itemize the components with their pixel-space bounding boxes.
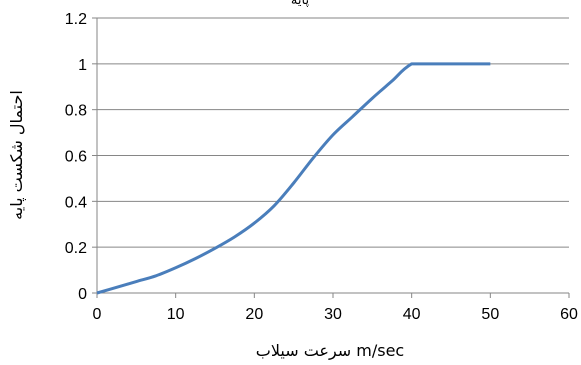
x-tick-label-4: 40 xyxy=(403,306,421,323)
y-axis-label: احتمال شکست پایه xyxy=(7,90,27,220)
x-tick-label-1: 10 xyxy=(167,306,185,323)
y-tick-labels: 0 0.2 0.4 0.6 0.8 1 1.2 xyxy=(65,11,87,303)
series-group xyxy=(96,62,491,295)
y-tick-label-4: 0.8 xyxy=(65,103,87,120)
y-tick-label-0: 0 xyxy=(78,286,87,303)
x-tick-labels: 0 10 20 30 40 50 60 xyxy=(93,306,578,323)
axes xyxy=(92,17,570,298)
x-tick-label-6: 60 xyxy=(560,306,578,323)
y-tick-label-6: 1.2 xyxy=(65,11,87,28)
grid-lines xyxy=(97,17,569,248)
x-axis-label: سرعت سیلاب m/sec xyxy=(256,341,404,361)
series-line-0 xyxy=(96,62,491,295)
chart-title: پایه xyxy=(291,0,310,8)
x-tick-label-2: 20 xyxy=(245,306,263,323)
x-tick-label-3: 30 xyxy=(324,306,342,323)
y-tick-label-3: 0.6 xyxy=(65,149,87,166)
y-tick-label-5: 1 xyxy=(78,57,87,74)
x-tick-label-0: 0 xyxy=(93,306,102,323)
y-tick-label-1: 0.2 xyxy=(65,240,87,257)
y-tick-label-2: 0.4 xyxy=(65,194,87,211)
x-tick-label-5: 50 xyxy=(481,306,499,323)
